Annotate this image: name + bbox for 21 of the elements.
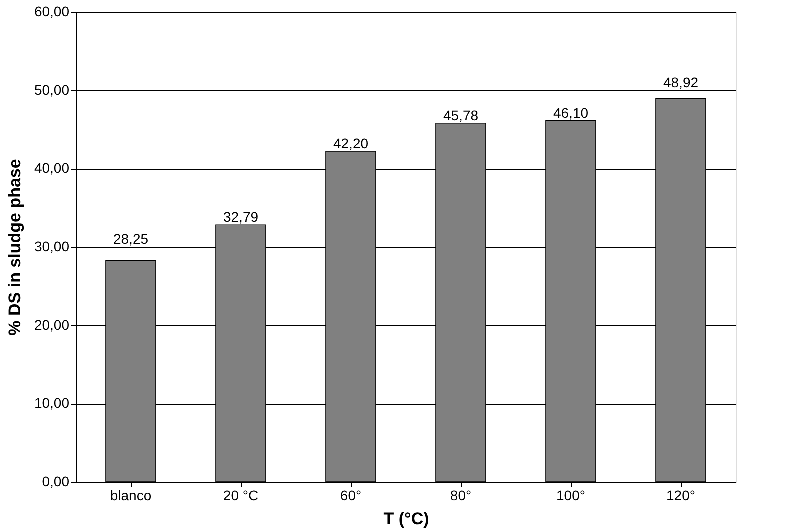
x-tick-label: 60° [340, 488, 362, 504]
x-tick-label: 20 °C [223, 488, 259, 504]
data-label: 46,10 [553, 104, 589, 121]
data-label: 32,79 [223, 209, 259, 226]
data-label: 28,25 [113, 231, 149, 247]
data-label: 48,92 [663, 74, 699, 90]
y-axis-title: % DS in sludge phase [5, 159, 24, 336]
y-tick-label: 30,00 [34, 238, 70, 254]
y-tick-label: 60,00 [34, 4, 70, 20]
data-label: 42,20 [333, 135, 369, 152]
y-tick-label: 40,00 [34, 160, 70, 176]
x-tick-label: 80° [450, 488, 472, 504]
x-tick-label: 120° [666, 488, 696, 504]
x-axis-title: T (°C) [384, 510, 430, 528]
y-tick-label: 20,00 [34, 316, 70, 333]
x-tick-label: blanco [110, 488, 152, 504]
y-tick-label: 0,00 [42, 474, 70, 490]
x-tick-label: 100° [556, 488, 586, 504]
y-tick-label: 50,00 [34, 82, 70, 98]
data-label: 45,78 [443, 107, 479, 124]
y-tick-label: 10,00 [34, 395, 70, 412]
